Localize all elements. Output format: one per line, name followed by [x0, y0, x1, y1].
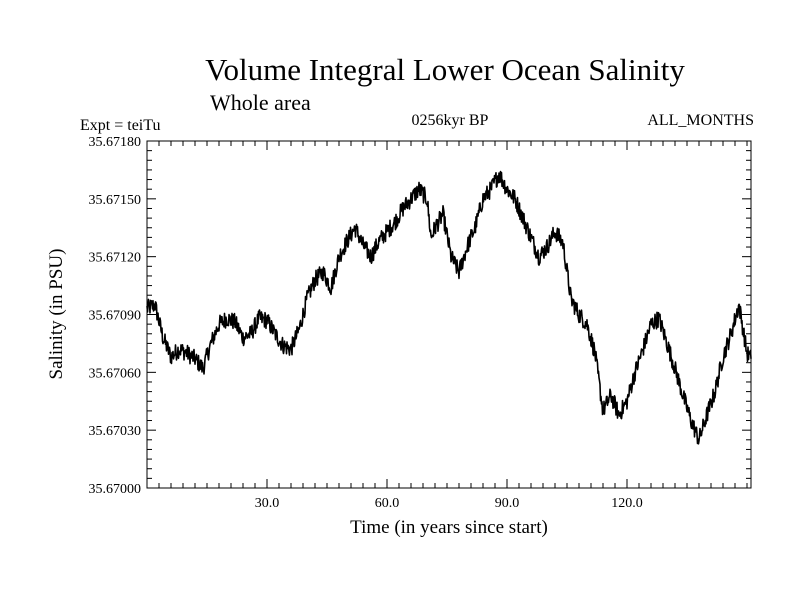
y-tick-label: 35.67030: [89, 424, 142, 439]
x-axis-title: Time (in years since start): [350, 517, 548, 538]
y-tick-label: 35.67120: [89, 251, 142, 266]
experiment-label: Expt = teiTu: [80, 117, 161, 134]
x-tick-label: 30.0: [255, 496, 280, 511]
y-tick-label: 35.67150: [89, 193, 142, 208]
chart-title: Volume Integral Lower Ocean Salinity: [205, 52, 685, 87]
y-tick-label: 35.67000: [89, 482, 142, 497]
period-label: 0256kyr BP: [411, 112, 489, 129]
y-tick-label: 35.67090: [89, 309, 142, 324]
y-axis-title: Salinity (in PSU): [46, 249, 67, 380]
y-tick-label: 35.67180: [89, 135, 142, 150]
months-label: ALL_MONTHS: [647, 112, 754, 129]
y-tick-label: 35.67060: [89, 366, 142, 381]
x-tick-label: 120.0: [611, 496, 643, 511]
x-tick-label: 60.0: [375, 496, 400, 511]
x-tick-label: 90.0: [495, 496, 520, 511]
chart-subtitle: Whole area: [210, 90, 311, 115]
series-line-salinity: [146, 170, 752, 445]
